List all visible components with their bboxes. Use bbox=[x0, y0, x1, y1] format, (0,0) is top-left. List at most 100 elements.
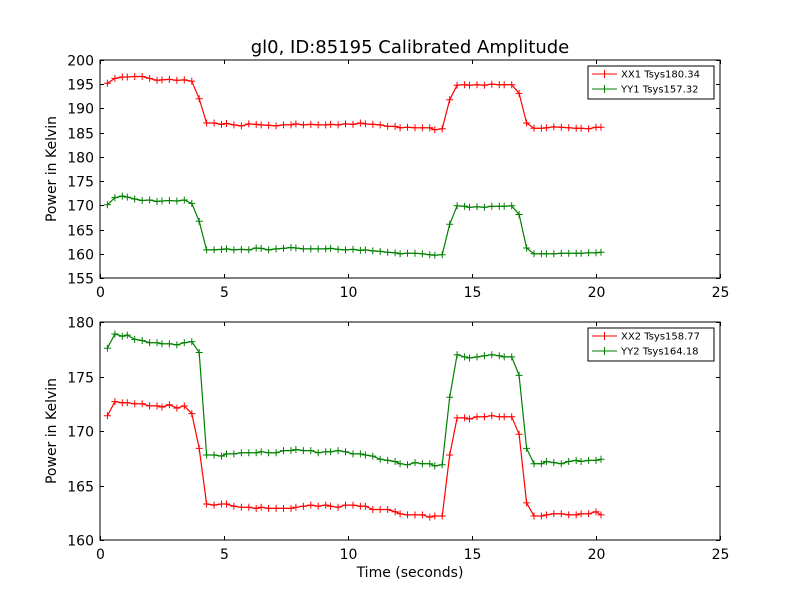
y-tick-label: 160 bbox=[67, 534, 94, 550]
bottom-series-2-point bbox=[146, 339, 154, 347]
top-series-line-2 bbox=[106, 195, 602, 256]
top-series-2-point bbox=[404, 249, 411, 257]
x-tick-label: 25 bbox=[712, 547, 730, 563]
bottom-series-2-point bbox=[342, 448, 349, 456]
top-series-1-point bbox=[349, 120, 357, 128]
bottom-series-1-point bbox=[223, 500, 230, 508]
top-series-1-point bbox=[195, 95, 203, 103]
y-tick-label: 180 bbox=[67, 316, 94, 332]
bottom-series-1-point bbox=[418, 511, 426, 519]
top-series-2-point bbox=[272, 245, 280, 253]
bottom-plot-series bbox=[103, 330, 605, 521]
bottom-series-1-point bbox=[500, 413, 508, 421]
top-series-1-point bbox=[173, 76, 181, 84]
legend-marker-xx1 bbox=[600, 70, 609, 78]
top-series-2-point bbox=[138, 197, 146, 204]
bottom-series-2-point bbox=[287, 447, 295, 455]
top-series-1-point bbox=[426, 124, 434, 132]
legend-box bbox=[587, 65, 715, 100]
bottom-series-1-point bbox=[307, 501, 315, 509]
top-series-2-point bbox=[131, 195, 139, 203]
bottom-series-1-point bbox=[396, 510, 404, 518]
bottom-series-1-point bbox=[292, 503, 300, 511]
top-series-2-point bbox=[597, 248, 605, 256]
top-series-1-point bbox=[203, 119, 211, 127]
legend-marker-yy2 bbox=[600, 347, 609, 355]
top-series-1-point bbox=[314, 121, 322, 129]
top-series-1-point bbox=[557, 123, 565, 131]
top-series-2-point bbox=[446, 220, 454, 228]
top-series-2-point bbox=[488, 202, 496, 210]
bottom-series-1-point bbox=[334, 503, 342, 511]
bottom-series-1-point bbox=[461, 414, 469, 422]
bottom-series-1-point bbox=[327, 502, 335, 510]
bottom-series-1-point bbox=[542, 511, 550, 519]
bottom-series-1-point bbox=[245, 503, 253, 511]
top-series-2-point bbox=[550, 250, 558, 258]
top-series-2-point bbox=[237, 245, 245, 253]
legend-marker-xx2 bbox=[600, 332, 609, 340]
bottom-series-1-point bbox=[577, 510, 585, 518]
x-tick-label: 10 bbox=[340, 547, 358, 563]
top-series-1-point bbox=[550, 123, 558, 131]
top-series-2-point bbox=[123, 193, 131, 201]
top-series-1-point bbox=[299, 121, 307, 129]
top-series-1-point bbox=[307, 120, 315, 128]
bottom-series-2-point bbox=[585, 456, 593, 464]
legend-label-yy1: YY1 Tsys157.32 bbox=[620, 85, 699, 96]
bottom-series-2-point bbox=[431, 462, 439, 470]
top-series-1-point bbox=[265, 121, 273, 129]
top-plot-frame bbox=[99, 59, 721, 279]
top-series-1-point bbox=[188, 77, 196, 85]
bottom-series-2-point bbox=[384, 456, 392, 464]
bottom-series-1-point bbox=[597, 511, 605, 519]
y-tick-label: 185 bbox=[67, 127, 94, 143]
bottom-series-2-point bbox=[223, 450, 230, 458]
bottom-series-1-point bbox=[314, 502, 322, 510]
top-series-1-point bbox=[356, 119, 364, 127]
bottom-series-1-point bbox=[592, 508, 600, 516]
bottom-series-1-point bbox=[131, 400, 139, 408]
bottom-series-2-point bbox=[165, 340, 173, 348]
top-series-2-point bbox=[384, 248, 392, 256]
top-series-2-point bbox=[146, 196, 154, 204]
top-series-1-point bbox=[488, 80, 496, 88]
bottom-plot-ylabel: Power in Kelvin bbox=[44, 378, 60, 484]
bottom-series-2-point bbox=[396, 460, 404, 468]
bottom-series-2-point bbox=[203, 451, 211, 459]
bottom-series-1-point bbox=[446, 451, 454, 459]
bottom-series-2-point bbox=[173, 341, 181, 349]
top-series-2-point bbox=[391, 249, 399, 257]
y-tick-label: 170 bbox=[67, 199, 94, 215]
top-series-1-point bbox=[542, 124, 550, 132]
legend-label-yy2: YY2 Tsys164.18 bbox=[620, 347, 699, 358]
bottom-series-1-point bbox=[431, 512, 439, 520]
top-series-2-point bbox=[230, 246, 238, 254]
top-series-2-point bbox=[473, 203, 481, 211]
top-series-1-point bbox=[369, 120, 377, 128]
bottom-series-2-point bbox=[411, 459, 419, 467]
top-series-2-point bbox=[265, 246, 273, 254]
bottom-series-1-point bbox=[123, 399, 131, 407]
top-series-1-point bbox=[438, 125, 446, 133]
bottom-series-1-point bbox=[111, 398, 119, 406]
top-series-1-point bbox=[585, 125, 593, 133]
top-series-1-point bbox=[103, 79, 111, 87]
top-series-2-point bbox=[500, 202, 508, 210]
x-tick-label: 25 bbox=[712, 285, 730, 301]
top-series-1-point bbox=[404, 123, 411, 131]
top-series-2-point bbox=[438, 251, 446, 259]
bottom-series-2-point bbox=[453, 351, 461, 359]
top-series-2-point bbox=[396, 250, 404, 258]
top-series-1-point bbox=[158, 76, 166, 84]
bottom-series-1-point bbox=[252, 504, 260, 512]
legend-entry-xx1: XX1 Tsys180.34 bbox=[592, 70, 700, 81]
bottom-series-2-point bbox=[508, 353, 516, 361]
bottom-plot-xlabel: Time (seconds) bbox=[356, 565, 464, 581]
top-series-2-point bbox=[557, 249, 565, 257]
bottom-series-2-point bbox=[376, 455, 384, 463]
bottom-series-2-point bbox=[210, 451, 218, 459]
top-series-2-point bbox=[376, 247, 384, 255]
top-series-1-point bbox=[237, 122, 245, 130]
bottom-series-2-point bbox=[334, 447, 342, 455]
